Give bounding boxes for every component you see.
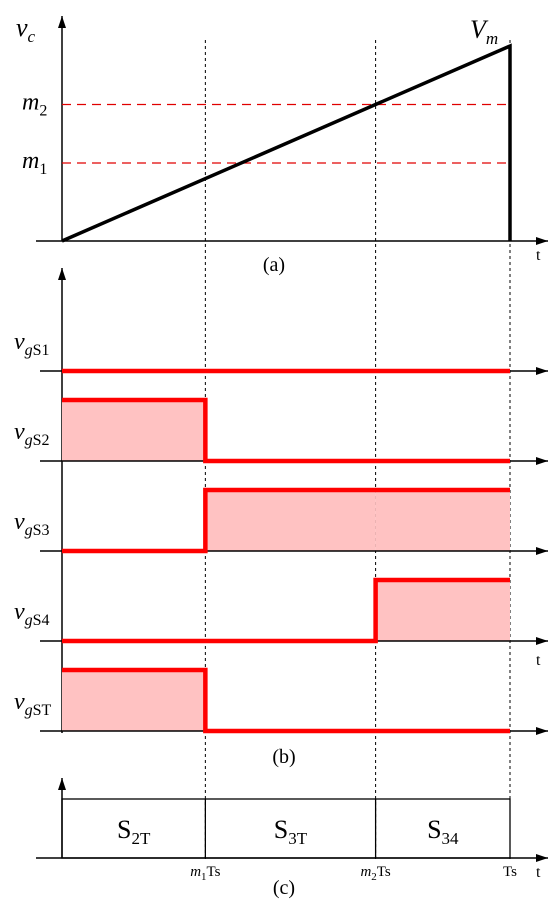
panel-a-t-label: t (536, 247, 541, 264)
signal-waveform (62, 667, 510, 734)
interval-boxes: S2T S3T S34 (61, 798, 511, 859)
signal-high-region (375, 490, 510, 551)
carrier-ramp (61, 43, 512, 243)
interval-frame (61, 798, 511, 859)
signal-row-S1: vgS1 (14, 329, 548, 375)
signal-high-region (62, 670, 206, 731)
tick-label-3: Ts (503, 864, 517, 880)
panel-a-y-label: vc (16, 13, 36, 46)
signal-label: vgST (14, 689, 52, 719)
signal-row-S4: vgS4 (14, 577, 548, 645)
signal-waveform (62, 397, 510, 464)
level-label-m1: m1 (22, 148, 47, 178)
signal-label: vgS2 (14, 419, 50, 449)
panel-b-t-label: t (536, 652, 541, 669)
panel-c-t-label: t (536, 864, 541, 881)
panel-a-caption: (a) (263, 254, 285, 276)
panel-b-caption: (b) (272, 746, 295, 768)
signal-row-S3: vgS3 (14, 487, 548, 555)
panel-b-gate-signals: vgS1 vgS2 vgS3 vgS4 vgST t (b) (14, 268, 548, 768)
peak-label: Vm (470, 15, 498, 48)
time-tick-labels: m1Ts m2Ts Ts (190, 864, 517, 883)
signal-label: vgS1 (14, 329, 50, 359)
level-lines: m2 m1 (22, 90, 510, 178)
signal-row-ST: vgST (14, 667, 548, 735)
time-guides (204, 40, 511, 862)
level-label-m2: m2 (22, 90, 47, 120)
interval-label-S34: S34 (427, 815, 459, 848)
tick-label-2: m2Ts (360, 864, 390, 883)
signal-waveform (62, 487, 510, 554)
interval-label-S3T: S3T (274, 815, 308, 848)
signal-high-region (62, 400, 206, 461)
signal-label: vgS3 (14, 509, 50, 539)
interval-label-S2T: S2T (117, 815, 151, 848)
panel-a-carrier: vc Vm m2 m1 t (a) (16, 13, 548, 276)
signal-high-region (375, 580, 510, 641)
signal-label: vgS4 (14, 599, 50, 629)
panel-c-caption: (c) (273, 877, 295, 899)
signal-row-S2: vgS2 (14, 397, 548, 465)
gate-signal-rows: vgS1 vgS2 vgS3 vgS4 vgST (14, 329, 548, 735)
signal-high-region (205, 490, 376, 551)
signal-waveform (62, 577, 510, 644)
panel-c-intervals: S2T S3T S34 m1Ts m2Ts Ts t (c) (36, 778, 548, 899)
tick-label-1: m1Ts (190, 864, 220, 883)
